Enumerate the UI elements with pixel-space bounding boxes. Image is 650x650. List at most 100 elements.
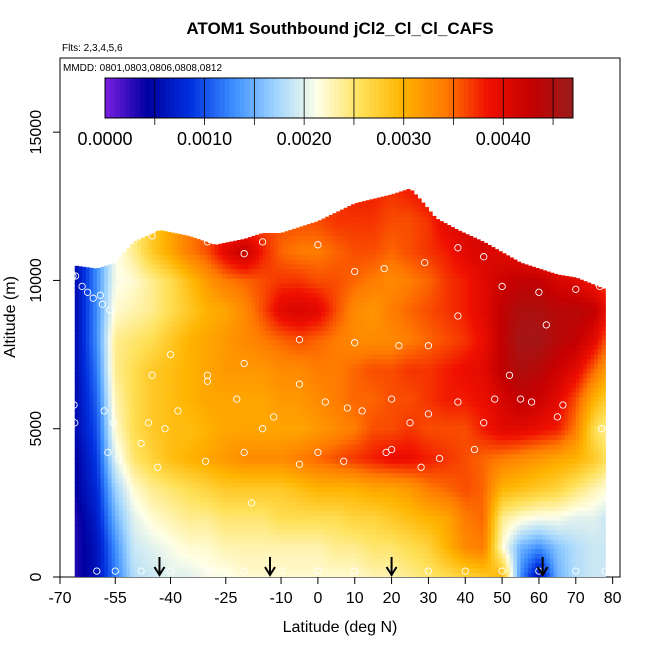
heat-cell [93,292,98,298]
heat-cell [185,368,190,374]
heat-cell [126,491,131,497]
heat-cell [85,344,91,350]
heat-cell [270,524,275,531]
heat-cell [314,448,319,455]
heat-cell [166,311,172,317]
heat-cell [174,306,179,312]
heat-cell [196,501,201,507]
heat-cell [266,429,271,436]
heat-cell [141,548,146,554]
heat-cell [233,292,238,298]
heat-cell [236,278,242,284]
heat-cell [222,377,227,384]
heat-cell [152,292,157,298]
heat-cell [292,410,297,417]
heat-cell [100,567,105,573]
heat-cell [321,382,326,388]
heat-cell [174,429,179,436]
heat-cell [321,292,326,298]
heat-cell [177,311,183,317]
heat-cell [133,335,138,341]
heat-cell [130,572,135,577]
heat-cell [281,232,286,236]
heat-cell [251,463,256,469]
heat-cell [159,292,164,298]
heat-cell [85,486,91,493]
heat-cell [203,268,208,274]
heat-cell [314,501,319,507]
heat-cell [281,268,286,274]
heat-cell [78,496,83,502]
heat-cell [118,548,124,554]
heat-cell [270,548,275,554]
heat-cell [270,363,275,369]
heat-cell [277,491,282,497]
heat-cell [310,368,315,374]
heat-cell [306,363,312,369]
heat-cell [240,472,245,478]
heat-cell [137,420,142,426]
heat-cell [233,311,238,317]
heat-cell [255,268,260,274]
heat-cell [258,278,264,284]
heat-cell [277,415,282,422]
heat-cell [133,434,138,440]
heat-cell [78,320,83,327]
heat-cell [137,268,142,274]
heat-cell [181,282,186,289]
heat-cell [310,268,315,274]
heat-cell [148,244,153,251]
heat-cell [188,505,194,512]
heat-cell [89,444,94,450]
heat-cell [141,543,146,550]
heat-cell [207,301,212,308]
heat-cell [111,344,116,350]
heat-cell [236,496,242,502]
heat-cell [222,287,227,293]
heat-cell [163,396,168,403]
heat-cell [288,230,293,236]
heat-cell [328,301,334,308]
heat-cell [185,458,190,464]
heat-cell [303,297,308,303]
heat-cell [74,377,80,384]
heat-cell [107,349,113,355]
heat-cell [310,311,315,317]
heat-cell [240,491,245,497]
heat-cell [96,539,102,545]
heat-cell [174,425,179,431]
heat-cell [306,292,312,298]
heat-cell [181,234,186,236]
heat-cell [240,505,245,512]
heat-cell [122,391,127,398]
heat-cell [155,529,161,535]
heat-cell [262,439,267,445]
heat-cell [218,463,223,469]
heat-cell [104,344,109,350]
heat-cell [236,396,242,403]
heat-cell [321,244,326,251]
heat-cell [185,558,190,564]
heat-cell [273,553,278,559]
heat-cell [89,567,94,573]
heat-cell [78,467,83,474]
heat-cell [251,278,256,284]
heat-cell [181,429,186,436]
heat-cell [133,415,138,422]
heat-cell [244,453,249,459]
heat-cell [225,278,231,284]
heat-cell [310,297,315,303]
heat-cell [155,325,161,331]
heat-cell [277,505,282,512]
heat-cell [251,510,256,516]
heat-cell [89,278,94,284]
heat-cell [155,520,161,526]
heat-cell [152,282,157,289]
heat-cell [321,301,326,308]
heat-cell [295,529,301,535]
heat-cell [144,368,150,374]
heat-cell [303,501,308,507]
heat-cell [144,363,150,369]
heat-cell [74,572,80,577]
heat-cell [244,292,249,298]
